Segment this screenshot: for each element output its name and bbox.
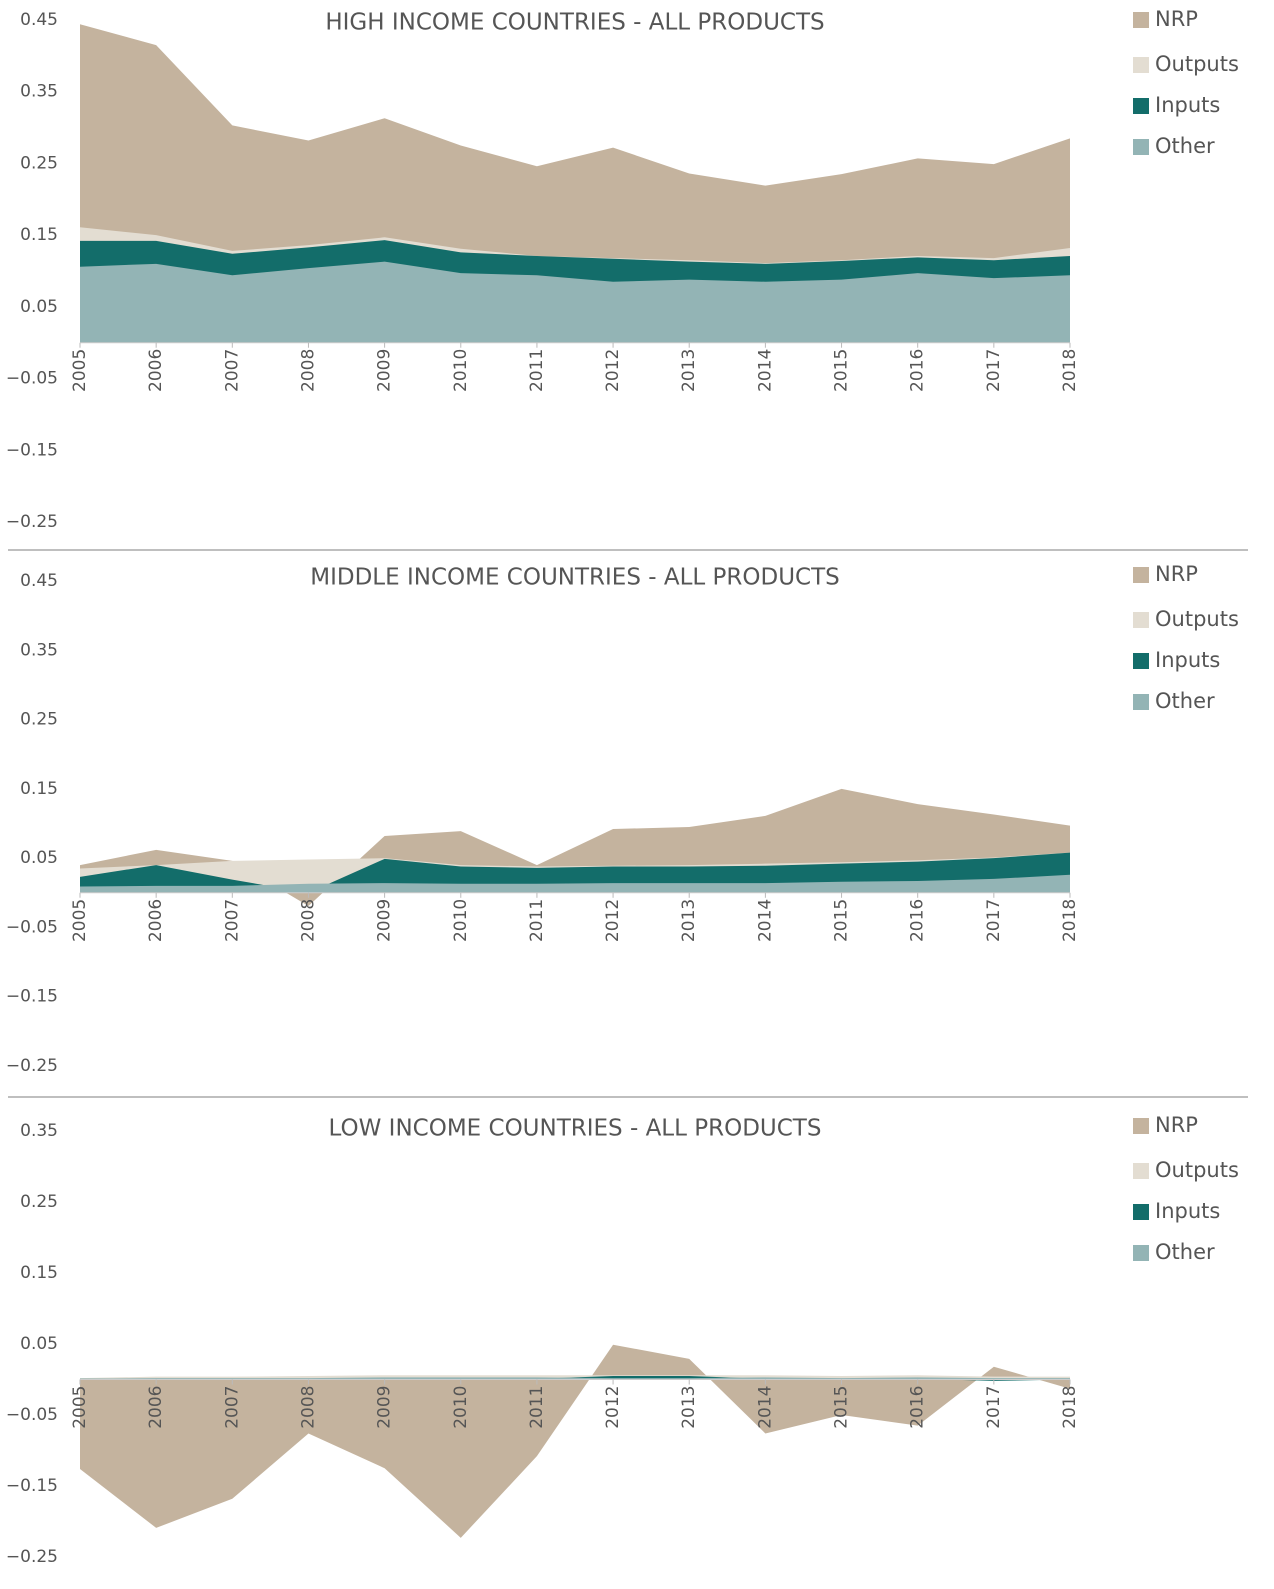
chart-title: HIGH INCOME COUNTRIES - ALL PRODUCTS (325, 10, 824, 36)
x-tick-label: 2018 (1060, 349, 1080, 392)
legend-label: Inputs (1155, 648, 1220, 672)
legend-swatch (1133, 1163, 1149, 1179)
legend-swatch (1133, 57, 1149, 73)
x-tick-label: 2010 (451, 349, 471, 392)
legend-label: Other (1155, 689, 1215, 713)
legend-swatch (1133, 653, 1149, 669)
legend-label: Outputs (1155, 1158, 1239, 1182)
y-tick-label: 0.25 (20, 710, 58, 730)
x-tick-label: 2009 (375, 899, 395, 942)
chart-title: MIDDLE INCOME COUNTRIES - ALL PRODUCTS (310, 565, 840, 591)
x-tick-label: 2008 (298, 349, 318, 392)
x-tick-label: 2009 (375, 349, 395, 392)
x-tick-label: 2006 (146, 349, 166, 392)
y-tick-label: 0.05 (20, 848, 58, 868)
x-tick-label: 2016 (908, 349, 928, 392)
area-other (80, 261, 1070, 343)
x-tick-label: 2015 (832, 899, 852, 942)
y-tick-label: 0.45 (20, 571, 58, 591)
x-tick-label: 2007 (222, 349, 242, 392)
y-tick-label: 0.35 (20, 1121, 58, 1141)
x-tick-label: 2017 (984, 899, 1004, 942)
legend-swatch (1133, 1118, 1149, 1134)
x-tick-label: 2012 (603, 899, 623, 942)
y-tick-label: 0.15 (20, 225, 58, 245)
x-tick-label: 2013 (679, 349, 699, 392)
y-tick-label: −0.05 (6, 1405, 58, 1425)
y-tick-label: −0.15 (6, 987, 58, 1007)
y-tick-label: 0.45 (20, 10, 58, 30)
y-tick-label: −0.15 (6, 440, 58, 460)
x-tick-label: 2018 (1060, 899, 1080, 942)
x-tick-label: 2007 (222, 1386, 242, 1429)
x-tick-label: 2008 (298, 899, 318, 942)
legend-label: Outputs (1155, 607, 1239, 631)
x-tick-label: 2014 (755, 899, 775, 942)
area-other (80, 874, 1070, 893)
y-tick-label: −0.05 (6, 369, 58, 389)
x-tick-label: 2007 (222, 899, 242, 942)
area-other (80, 1377, 1070, 1380)
x-tick-label: 2005 (70, 349, 90, 392)
y-tick-label: 0.25 (20, 153, 58, 173)
x-tick-label: 2009 (375, 1386, 395, 1429)
legend-swatch (1133, 567, 1149, 583)
x-tick-label: 2011 (527, 899, 547, 942)
y-tick-label: 0.15 (20, 1263, 58, 1283)
y-tick-label: −0.25 (6, 1056, 58, 1076)
y-tick-label: 0.05 (20, 1334, 58, 1354)
legend-label: NRP (1155, 1113, 1198, 1137)
x-tick-label: 2016 (908, 899, 928, 942)
y-tick-label: 0.35 (20, 640, 58, 660)
x-tick-label: 2006 (146, 1386, 166, 1429)
area-nrp (80, 1344, 1070, 1538)
y-tick-label: 0.15 (20, 779, 58, 799)
legend-swatch (1133, 139, 1149, 155)
legend-label: Other (1155, 1240, 1215, 1264)
x-tick-label: 2015 (832, 349, 852, 392)
x-tick-label: 2014 (755, 349, 775, 392)
x-tick-label: 2012 (603, 349, 623, 392)
legend-label: Outputs (1155, 52, 1239, 76)
x-tick-label: 2010 (451, 899, 471, 942)
x-tick-label: 2005 (70, 1386, 90, 1429)
x-tick-label: 2006 (146, 899, 166, 942)
x-tick-label: 2013 (679, 1386, 699, 1429)
x-tick-label: 2012 (603, 1386, 623, 1429)
legend-swatch (1133, 1204, 1149, 1220)
x-tick-label: 2010 (451, 1386, 471, 1429)
x-tick-label: 2017 (984, 349, 1004, 392)
legend-label: NRP (1155, 7, 1198, 31)
legend-swatch (1133, 12, 1149, 28)
legend-label: NRP (1155, 562, 1198, 586)
x-tick-label: 2011 (527, 349, 547, 392)
legend-swatch (1133, 612, 1149, 628)
x-tick-label: 2008 (298, 1386, 318, 1429)
legend-swatch (1133, 98, 1149, 114)
x-tick-label: 2013 (679, 899, 699, 942)
x-tick-label: 2015 (832, 1386, 852, 1429)
legend-label: Other (1155, 134, 1215, 158)
x-tick-label: 2014 (755, 1386, 775, 1429)
x-tick-label: 2018 (1060, 1386, 1080, 1429)
x-tick-label: 2011 (527, 1386, 547, 1429)
y-tick-label: 0.25 (20, 1192, 58, 1212)
legend-swatch (1133, 1245, 1149, 1261)
legend-label: Inputs (1155, 1199, 1220, 1223)
legend-swatch (1133, 694, 1149, 710)
y-tick-label: 0.35 (20, 82, 58, 102)
x-tick-label: 2005 (70, 899, 90, 942)
x-tick-label: 2016 (908, 1386, 928, 1429)
chart-title: LOW INCOME COUNTRIES - ALL PRODUCTS (329, 1116, 822, 1142)
y-tick-label: −0.15 (6, 1476, 58, 1496)
y-tick-label: −0.05 (6, 917, 58, 937)
y-tick-label: −0.25 (6, 1547, 58, 1567)
y-tick-label: −0.25 (6, 512, 58, 532)
legend-label: Inputs (1155, 93, 1220, 117)
y-tick-label: 0.05 (20, 297, 58, 317)
x-tick-label: 2017 (984, 1386, 1004, 1429)
